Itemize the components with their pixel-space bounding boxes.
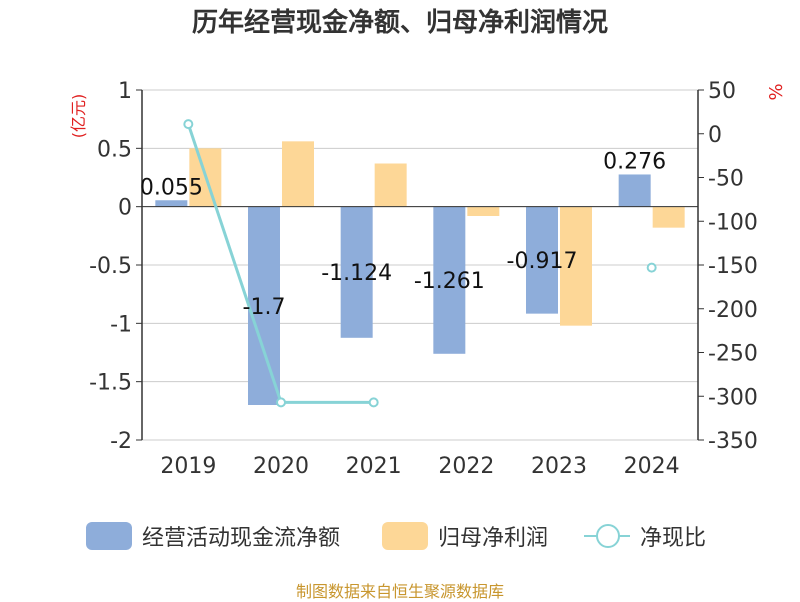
right-tick-label: -300 bbox=[708, 385, 758, 410]
legend: 经营活动现金流净额 归母净利润 净现比 bbox=[0, 518, 800, 554]
cash-data-label-2021: -1.124 bbox=[321, 261, 392, 286]
profit-bar-2022 bbox=[467, 206, 500, 216]
right-axis-unit: % bbox=[766, 83, 787, 100]
ratio-line-layer bbox=[183, 119, 657, 408]
cash-bar-2023 bbox=[526, 206, 558, 314]
ratio-point-2021 bbox=[368, 397, 379, 408]
profit-bar-2023 bbox=[560, 206, 592, 326]
ratio-point-2019 bbox=[183, 119, 194, 130]
cash-data-label-2023: -0.917 bbox=[507, 249, 578, 274]
cash-data-label-2019: 0.055 bbox=[140, 175, 203, 200]
left-tick-label: 1 bbox=[118, 79, 132, 104]
legend-line-ratio bbox=[584, 522, 630, 550]
legend-swatch-cash bbox=[86, 522, 132, 550]
left-tick-label: -2 bbox=[110, 429, 132, 454]
x-tick-label-2021: 2021 bbox=[346, 454, 402, 479]
cash-bar-2024 bbox=[618, 174, 651, 207]
profit-bar-2024 bbox=[652, 206, 685, 228]
profit-bar-2020 bbox=[282, 141, 314, 207]
legend-label-profit: 归母净利润 bbox=[438, 526, 549, 551]
ratio-point-2020 bbox=[276, 397, 286, 408]
right-tick-label: -200 bbox=[708, 298, 758, 323]
x-tick-label-2024: 2024 bbox=[624, 454, 680, 479]
right-tick-label: 50 bbox=[708, 79, 736, 104]
left-axis-unit: (亿元) bbox=[69, 94, 88, 139]
legend-swatch-profit bbox=[382, 522, 428, 550]
bars-layer bbox=[155, 141, 685, 405]
cash-data-label-2020: -1.7 bbox=[243, 295, 286, 320]
cash-bar-2022 bbox=[433, 206, 466, 354]
right-tick-label: -100 bbox=[708, 210, 758, 235]
x-tick-label-2019: 2019 bbox=[160, 454, 216, 479]
source-note: 制图数据来自恒生聚源数据库 bbox=[295, 582, 504, 601]
left-tick-label: -1 bbox=[110, 312, 132, 337]
legend-label-cash: 经营活动现金流净额 bbox=[142, 526, 341, 551]
left-tick-label: -1.5 bbox=[89, 371, 132, 396]
legend-item-profit[interactable]: 归母净利润 bbox=[382, 518, 548, 554]
legend-item-ratio[interactable]: 净现比 bbox=[584, 518, 706, 554]
grid-lines bbox=[142, 89, 698, 441]
right-tick-label: -150 bbox=[708, 254, 758, 279]
legend-label-ratio: 净现比 bbox=[640, 526, 707, 551]
cash-data-label-2022: -1.261 bbox=[414, 269, 485, 294]
right-tick-label: -250 bbox=[708, 342, 758, 367]
x-tick-label-2020: 2020 bbox=[253, 454, 309, 479]
cash-data-label-2024: 0.276 bbox=[603, 149, 666, 174]
cash-bar-2019 bbox=[155, 200, 188, 207]
data-labels-layer: 0.055 -1.7 -1.124 -1.261 -0.917 0.276 bbox=[140, 149, 666, 319]
right-tick-label: -50 bbox=[708, 167, 744, 192]
ratio-point-2024 bbox=[646, 262, 657, 273]
left-tick-label: -0.5 bbox=[89, 254, 132, 279]
cash-bar-2020 bbox=[248, 206, 280, 405]
x-tick-label-2023: 2023 bbox=[531, 454, 587, 479]
profit-bar-2021 bbox=[374, 163, 407, 207]
left-tick-label: 0.5 bbox=[97, 137, 132, 162]
x-tick-label-2022: 2022 bbox=[438, 454, 494, 479]
cash-bar-2021 bbox=[340, 206, 373, 338]
axes-layer: 1 0.5 0 -0.5 -1 -1.5 -2 (亿元) 50 0 -50 -100 -150 -200 -… bbox=[69, 79, 787, 479]
legend-item-cash[interactable]: 经营活动现金流净额 bbox=[86, 518, 340, 554]
right-tick-label: 0 bbox=[708, 123, 722, 148]
left-tick-label: 0 bbox=[118, 196, 132, 221]
right-tick-label: -350 bbox=[708, 429, 758, 454]
chart-title: 历年经营现金净额、归母净利润情况 bbox=[191, 8, 608, 38]
